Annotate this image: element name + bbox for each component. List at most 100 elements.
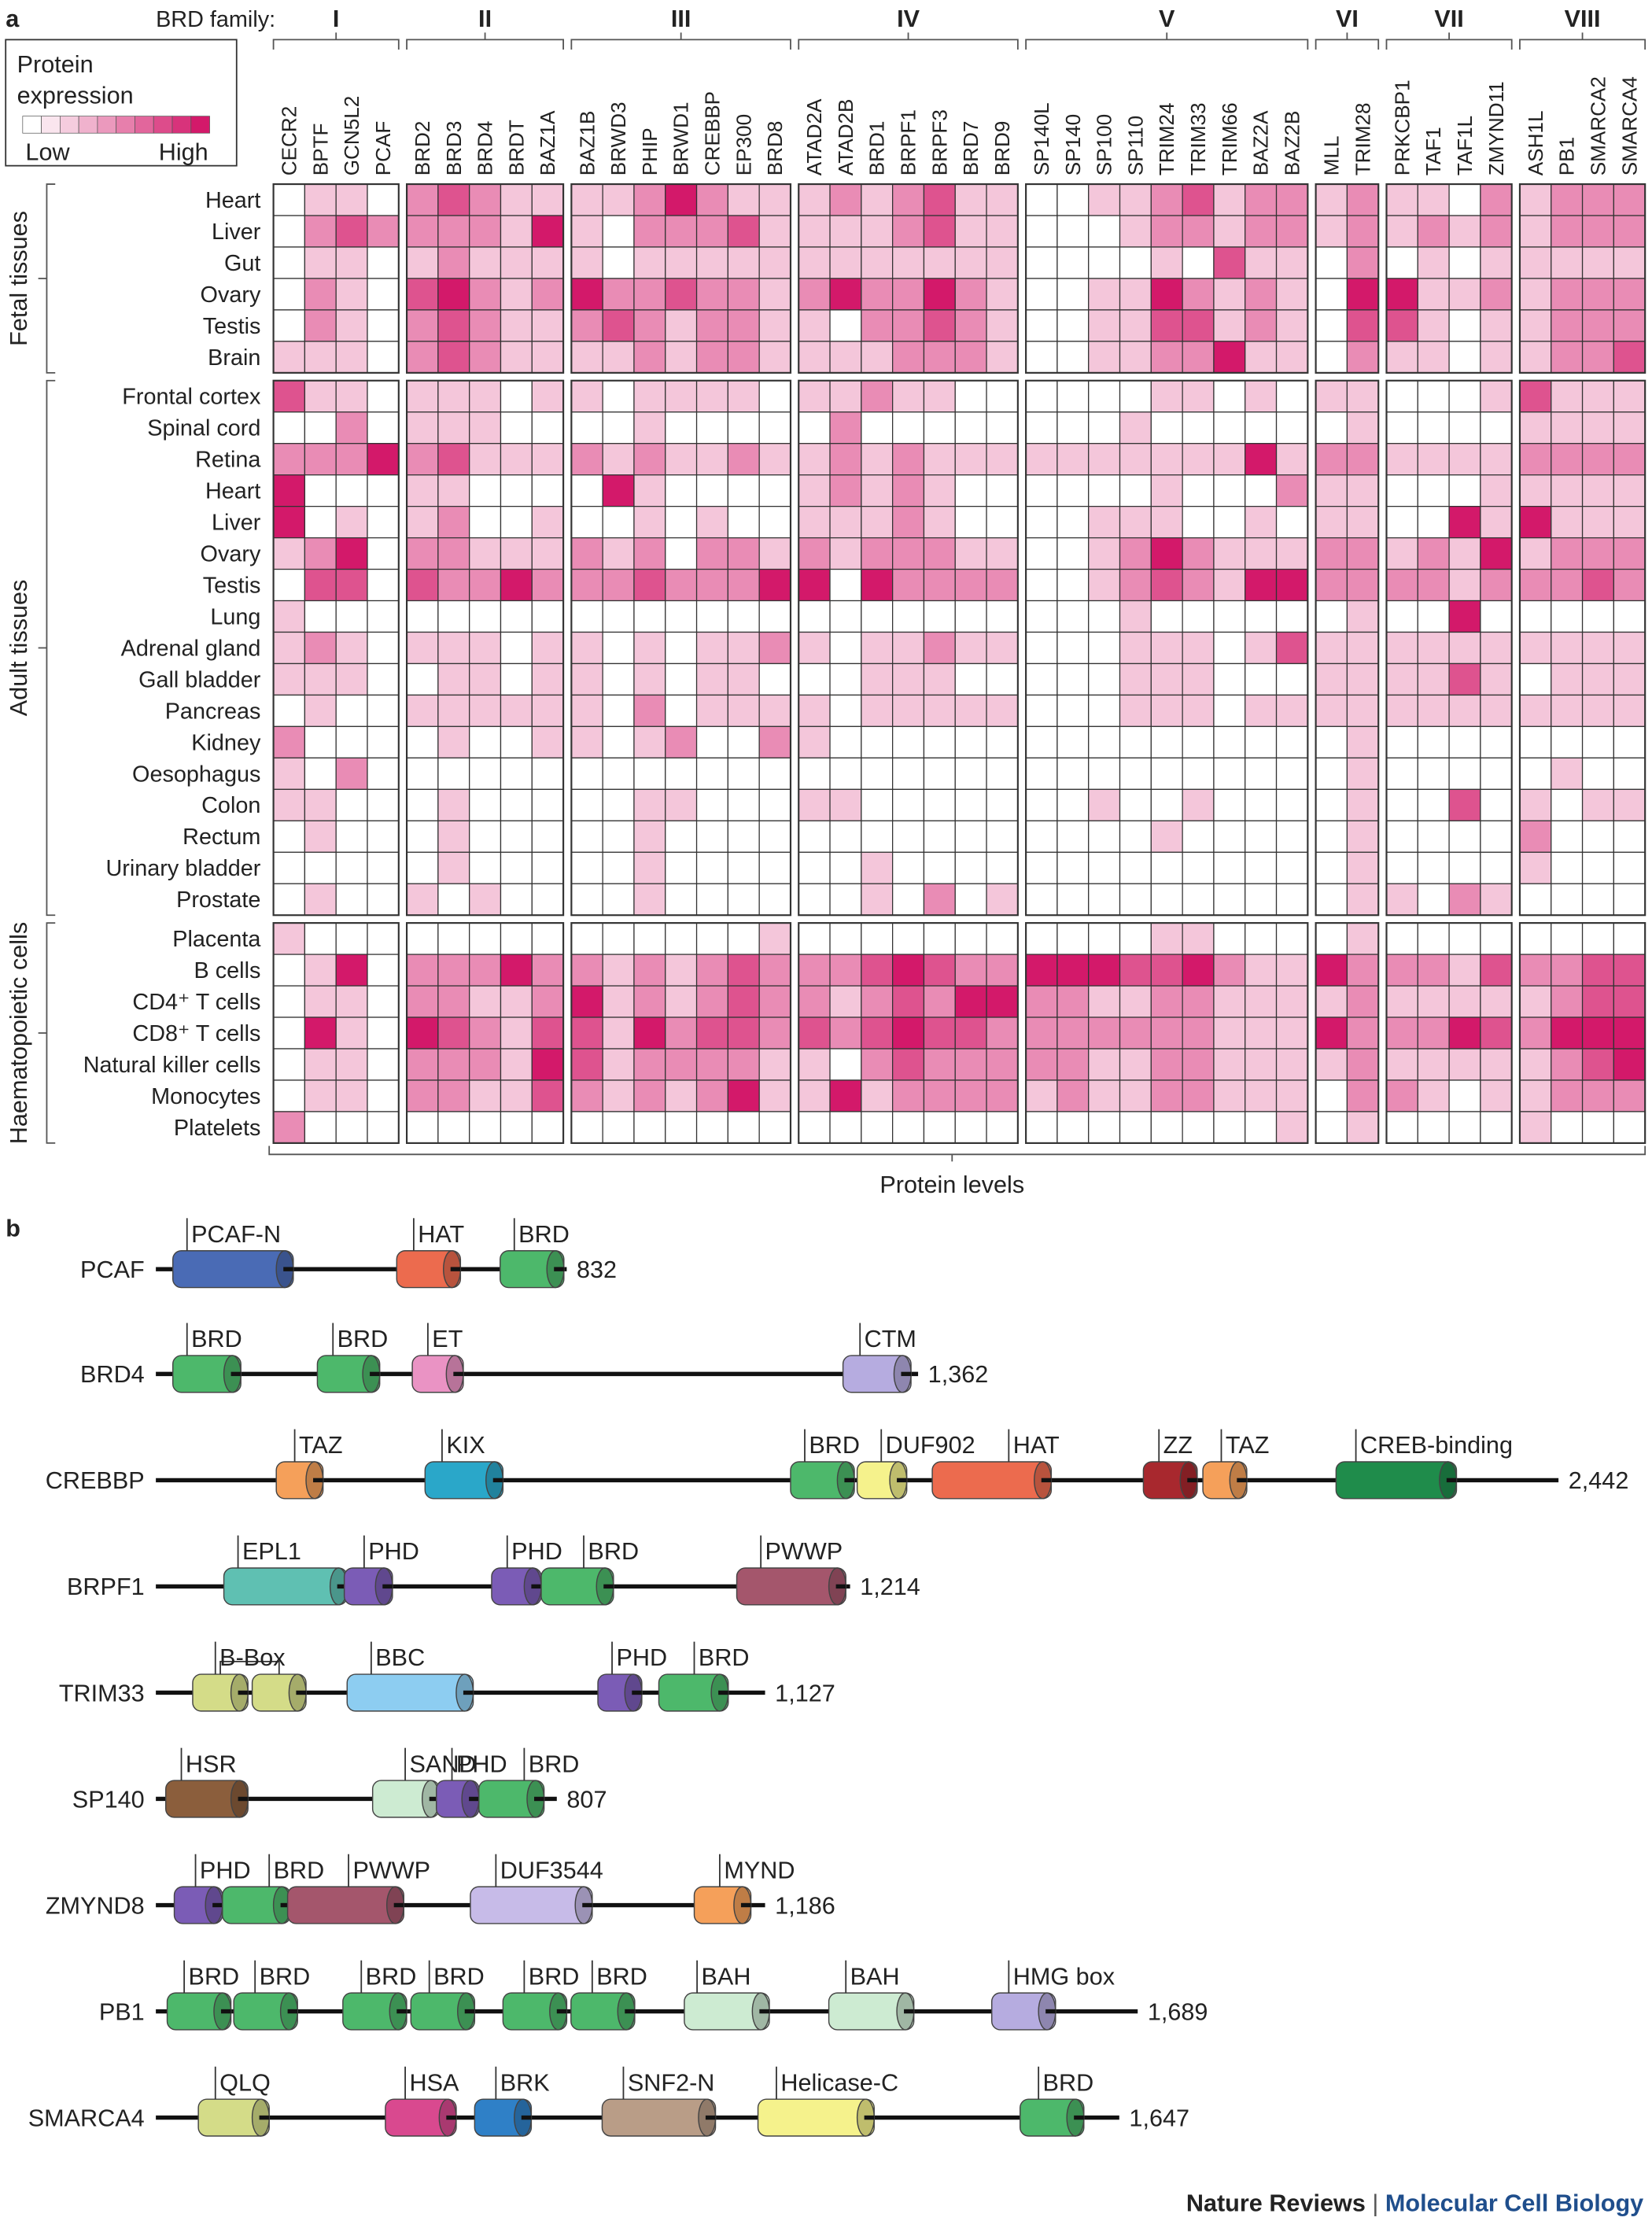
heat-cell	[531, 922, 564, 955]
domain-label: BRD	[699, 1644, 750, 1671]
heat-cell	[1025, 474, 1058, 507]
heat-cell	[1182, 215, 1215, 248]
heat-cell	[1346, 954, 1379, 987]
heat-cell	[695, 183, 728, 216]
domain-label: KIX	[446, 1432, 485, 1459]
heat-cell	[1088, 183, 1121, 216]
heat-cell	[1519, 883, 1552, 916]
heat-cell	[954, 1016, 987, 1050]
heat-cell	[1519, 694, 1552, 728]
heat-cell	[437, 725, 470, 759]
heat-cell	[695, 1048, 728, 1081]
heat-cell	[633, 757, 666, 790]
heat-cell	[531, 474, 564, 507]
heat-cell	[829, 1048, 862, 1081]
heat-cell	[1056, 757, 1090, 790]
heat-cell	[727, 568, 760, 602]
heat-cell	[1025, 694, 1058, 728]
legend-high: High	[159, 138, 208, 165]
heat-cell	[500, 820, 533, 853]
heat-cell	[665, 215, 698, 248]
heat-cell	[923, 757, 956, 790]
heat-cell	[1346, 694, 1379, 728]
heat-cell	[986, 1048, 1019, 1081]
heat-cell	[986, 474, 1019, 507]
heat-cell	[272, 341, 306, 374]
heat-cell	[861, 183, 894, 216]
heat-cell	[861, 1016, 894, 1050]
heat-cell	[531, 757, 564, 790]
heat-cell	[861, 725, 894, 759]
block-border	[570, 379, 792, 917]
heat-cell	[829, 380, 862, 413]
heat-cell	[892, 506, 925, 539]
protein-name: CREBBP	[700, 91, 724, 175]
heat-cell	[633, 1079, 666, 1112]
heat-cell	[437, 246, 470, 279]
heat-cell	[1417, 694, 1450, 728]
heat-cell	[954, 341, 987, 374]
heat-cell	[1551, 1016, 1584, 1050]
heat-cell	[531, 309, 564, 342]
heat-cell	[1275, 341, 1308, 374]
heat-cell	[1275, 183, 1308, 216]
domain-label: BRD	[433, 1963, 485, 1990]
heat-cell	[923, 985, 956, 1018]
heat-cell	[829, 215, 862, 248]
heat-cell	[437, 757, 470, 790]
heat-cell	[1213, 278, 1246, 311]
domain-label: BRD	[529, 1751, 580, 1777]
heat-cell	[1275, 851, 1308, 884]
heat-cell	[1551, 1111, 1584, 1144]
heat-cell	[1385, 380, 1418, 413]
heat-cell	[531, 694, 564, 728]
family-bracket	[272, 39, 400, 50]
heat-cell	[335, 1111, 368, 1144]
heat-cell	[1448, 922, 1481, 955]
tissue-name: Liver	[212, 511, 261, 536]
heat-cell	[1150, 922, 1183, 955]
heat-cell	[1551, 183, 1584, 216]
heat-cell	[1119, 662, 1152, 696]
heat-cell	[1346, 600, 1379, 633]
heat-cell	[531, 443, 564, 476]
heat-cell	[727, 183, 760, 216]
heat-cell	[367, 631, 400, 665]
heat-cell	[570, 537, 603, 570]
heat-cell	[602, 788, 635, 821]
heat-cell	[1551, 883, 1584, 916]
heat-cell	[1551, 600, 1584, 633]
heat-cell	[954, 600, 987, 633]
block-border	[1315, 379, 1380, 917]
heat-cell	[1150, 309, 1183, 342]
heat-cell	[531, 380, 564, 413]
heat-cell	[665, 757, 698, 790]
protein-name: BAZ2A	[1249, 110, 1273, 175]
heat-cell	[1275, 725, 1308, 759]
protein-name: PCAF	[371, 121, 395, 176]
legend-title: Protein	[17, 51, 94, 78]
heat-cell	[1417, 1111, 1450, 1144]
heat-cell	[570, 954, 603, 987]
heat-cell	[665, 851, 698, 884]
heat-cell	[923, 725, 956, 759]
heat-cell	[954, 662, 987, 696]
heat-cell	[500, 246, 533, 279]
heat-cell	[1613, 922, 1646, 955]
heat-cell	[1417, 1016, 1450, 1050]
heat-cell	[1119, 1048, 1152, 1081]
heat-cell	[798, 820, 831, 853]
heat-cell	[1448, 215, 1481, 248]
heat-cell	[1150, 757, 1183, 790]
heat-cell	[272, 851, 306, 884]
heat-cell	[1581, 411, 1615, 445]
heat-cell	[1385, 922, 1418, 955]
heat-cell	[1480, 954, 1513, 987]
heat-cell	[1245, 183, 1278, 216]
heat-cell	[1088, 662, 1121, 696]
heat-cell	[1119, 443, 1152, 476]
heat-cell	[1417, 851, 1450, 884]
domain-label: DUF3544	[500, 1857, 603, 1883]
heat-cell	[335, 922, 368, 955]
protein-label: PCAF	[80, 1256, 145, 1283]
